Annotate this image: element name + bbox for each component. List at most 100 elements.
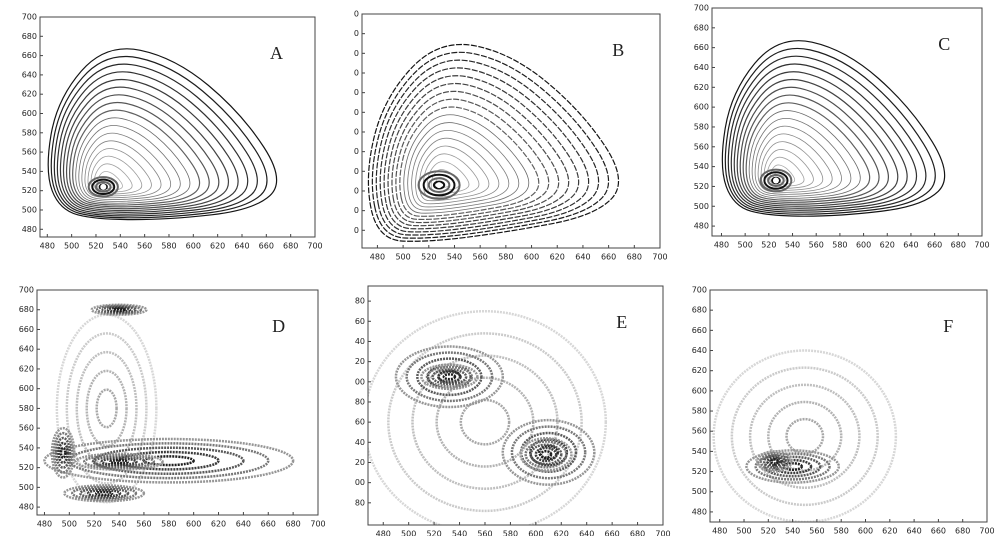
blob [782,462,804,471]
y-tick-label: 500 [22,205,37,214]
blob [50,426,76,479]
contour-line [379,67,590,233]
x-tick-label: 540 [452,530,467,536]
peak [91,178,116,196]
y-tick-label: 540 [692,447,707,456]
y-tick-label: 480 [694,222,709,231]
blob [91,455,147,468]
x-tick-label: 700 [655,530,670,536]
contour-line [426,161,470,195]
y-tick-label: 660 [692,326,707,335]
blob [92,446,245,476]
x-tick-label: 620 [882,527,897,536]
x-tick-label: 620 [550,253,565,262]
blob [501,418,596,486]
plot-area [367,43,620,242]
y-tick-label: 0 [354,10,359,19]
blob [767,400,843,472]
x-tick-label: 500 [736,527,751,536]
x-tick-label: 520 [761,241,776,250]
x-tick-label: 600 [528,530,543,536]
blob [772,458,813,475]
panel-label: A [270,43,283,63]
x-tick-label: 500 [401,530,416,536]
panel-label: B [612,40,624,60]
y-tick-label: 640 [694,63,709,72]
x-tick-label: 580 [832,241,847,250]
contour-line [47,48,278,221]
blob [459,398,511,446]
blob [763,455,822,478]
blob [95,388,118,429]
x-tick-label: 620 [554,530,569,536]
x-tick-label: 480 [37,520,52,529]
plot-frame [367,285,664,526]
y-tick-label: 640 [19,345,34,354]
plot-area [368,309,607,525]
x-tick-label: 620 [211,520,226,529]
y-tick-label: 00 [355,478,365,487]
panel: 480 500 520 540 560 580 600 620 640 660 680 700 480 5… [692,286,995,536]
contour-line [407,122,520,211]
y-tick-label: 0 [354,147,359,156]
x-tick-label: 480 [40,242,55,251]
x-tick-label: 520 [426,530,441,536]
panel: 480 500 520 540 560 580 600 620 640 660 680 700 480 5… [22,13,323,251]
x-tick-label: 640 [579,530,594,536]
contour-line [422,153,480,198]
blob [57,441,69,464]
x-tick-label: 620 [880,241,895,250]
peak [422,173,456,197]
contour-line [371,51,610,239]
x-tick-label: 680 [951,241,966,250]
contour-line [754,125,842,195]
x-tick-label: 640 [236,520,251,529]
y-tick-label: 00 [355,377,365,386]
y-tick-label: 540 [694,162,709,171]
y-tick-label: 0 [354,108,359,117]
contour-line [367,43,620,242]
y-tick-label: 80 [355,297,365,306]
contour-line [411,130,510,208]
contour-line [69,101,210,208]
peak [87,176,119,198]
y-tick-label: 700 [692,286,707,295]
y-tick-label: 620 [694,83,709,92]
plot-frame [36,289,319,516]
contour-line [399,106,540,217]
y-tick-label: 480 [692,507,707,516]
contour-line [383,75,580,230]
x-tick-label: 580 [503,530,518,536]
contour-line [78,125,181,202]
y-tick-label: 540 [19,443,34,452]
y-tick-label: 600 [694,103,709,112]
x-tick-label: 700 [310,520,325,529]
y-tick-label: 640 [22,70,37,79]
y-tick-label: 0 [354,127,359,136]
blob [442,373,457,381]
contour-line [62,86,230,212]
x-tick-label: 700 [652,253,667,262]
blob [420,363,479,391]
panel-label: C [938,34,950,54]
blob [68,442,270,480]
contour-line [724,47,936,215]
x-tick-label: 520 [87,520,102,529]
x-tick-label: 680 [627,253,642,262]
y-tick-label: 480 [22,225,37,234]
y-tick-label: 40 [355,438,365,447]
panel: 480 500 520 540 560 580 600 620 640 660 680 700 480 5… [19,286,326,529]
blob [86,488,122,498]
panel: 480 500 520 540 560 580 600 620 640 660 680 700 80 00… [355,285,671,536]
plot-area [43,303,295,504]
x-tick-label: 680 [283,242,298,251]
blob [529,443,563,466]
contour-line [742,94,880,203]
panel: 480 500 520 540 560 580 600 620 640 660 680 700 0 0 0 0… [354,10,668,262]
y-tick-label: 0 [354,29,359,38]
x-tick-label: 640 [234,242,249,251]
blob [82,454,156,470]
blob [748,383,861,489]
x-tick-label: 600 [186,242,201,251]
x-tick-label: 520 [421,253,436,262]
